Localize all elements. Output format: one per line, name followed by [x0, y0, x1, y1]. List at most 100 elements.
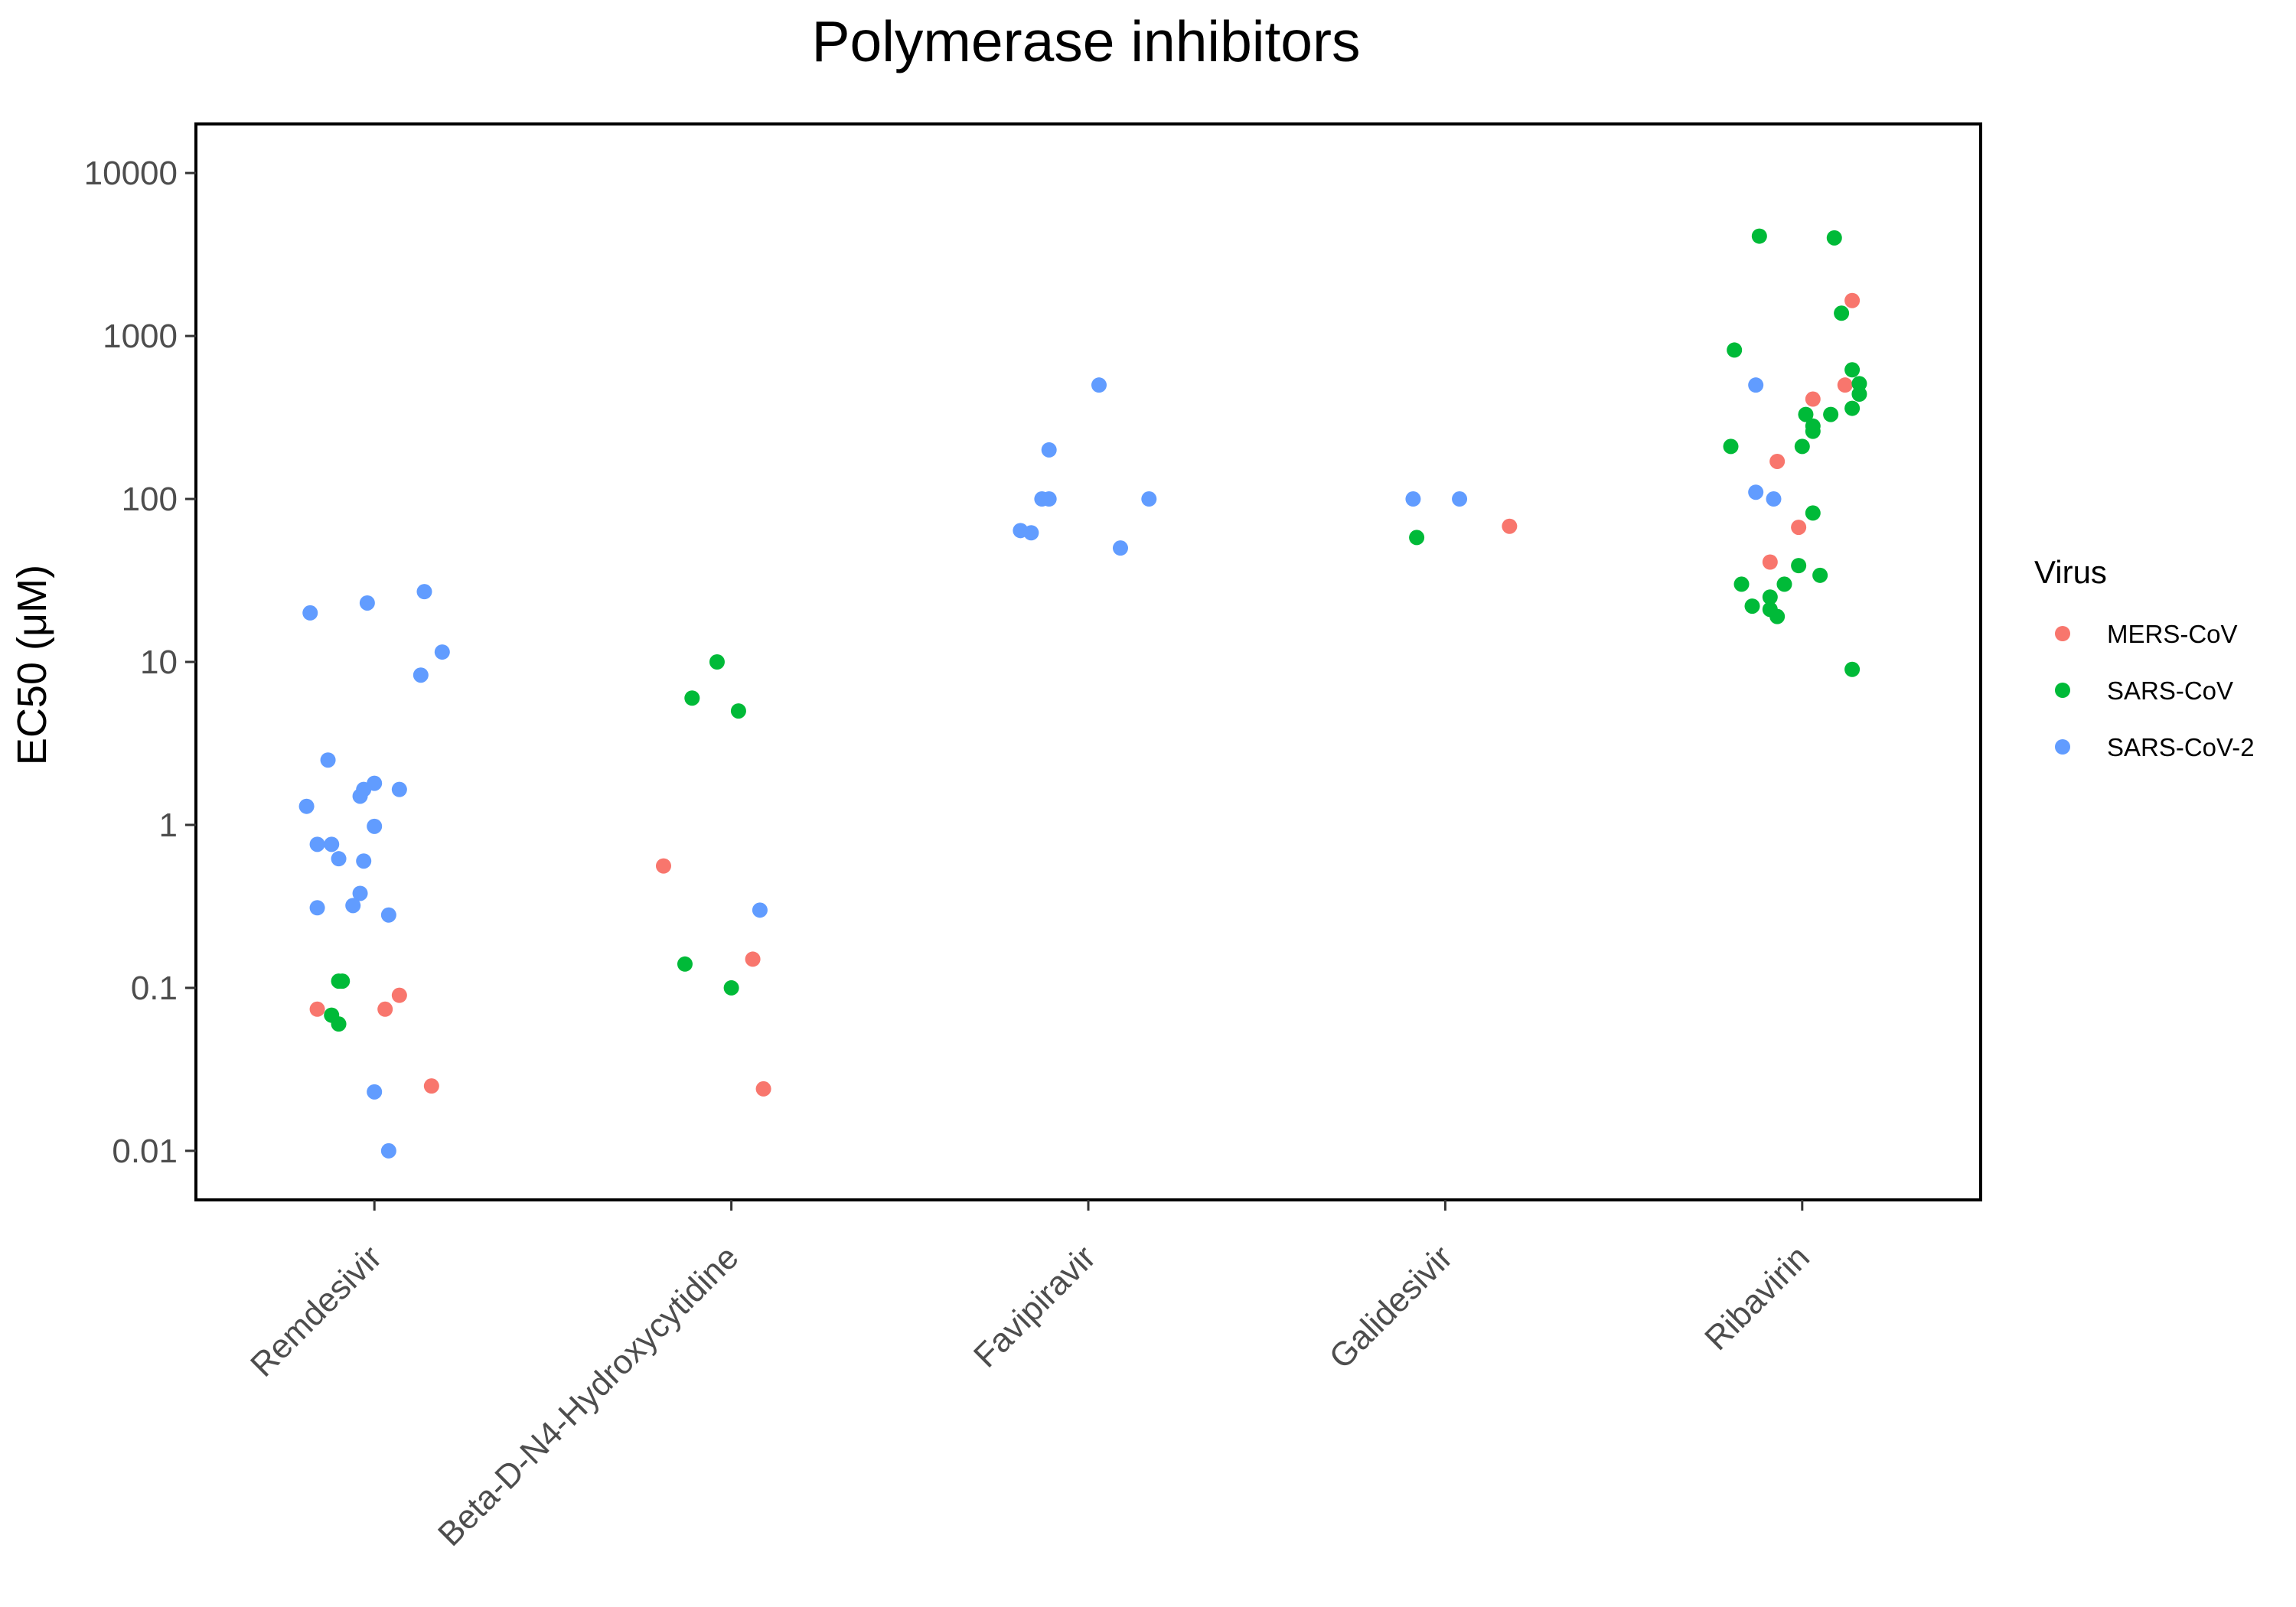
- legend-label: SARS-CoV-2: [2107, 733, 2255, 761]
- data-point: [1141, 491, 1157, 507]
- data-point: [352, 885, 368, 901]
- data-point: [677, 956, 693, 972]
- data-point: [1751, 228, 1767, 244]
- data-point: [309, 836, 325, 852]
- data-point: [655, 858, 671, 874]
- data-point: [1794, 438, 1810, 455]
- data-point: [380, 1143, 396, 1159]
- plot-panel: [194, 122, 1982, 1201]
- legend-label: SARS-CoV: [2107, 676, 2233, 705]
- data-point: [1776, 576, 1792, 592]
- x-tick-label: Ribavirin: [1698, 1238, 1817, 1358]
- data-point: [331, 1016, 347, 1032]
- data-point: [1844, 661, 1861, 677]
- data-point: [345, 898, 361, 914]
- data-point: [1766, 491, 1782, 507]
- data-point: [1812, 567, 1828, 583]
- data-point: [1791, 558, 1807, 574]
- data-point: [416, 584, 432, 600]
- data-point: [352, 788, 368, 804]
- data-point: [302, 605, 318, 621]
- data-point: [367, 818, 383, 834]
- y-tick-label: 1: [159, 807, 178, 844]
- data-point: [391, 781, 407, 797]
- data-point: [1502, 518, 1518, 534]
- y-tick-label: 1000: [103, 318, 178, 355]
- legend-key: [2055, 739, 2070, 755]
- data-point: [1023, 525, 1039, 541]
- data-point: [1851, 386, 1867, 403]
- data-point: [1112, 540, 1128, 556]
- data-point: [1805, 505, 1821, 521]
- data-point: [1452, 491, 1468, 507]
- data-point: [1791, 520, 1807, 536]
- x-axis: Remdesivir Beta-D-N4-Hydroxycytidine Favip…: [243, 1200, 1817, 1553]
- legend: Virus MERS-CoV SARS-CoV SARS-CoV-2: [2034, 554, 2255, 761]
- data-point: [1727, 342, 1743, 358]
- data-point: [1823, 406, 1839, 422]
- data-point: [730, 703, 746, 719]
- data-point: [1041, 491, 1057, 507]
- data-point: [356, 853, 372, 869]
- legend-label: MERS-CoV: [2107, 620, 2238, 648]
- y-axis-title: EC50 (μM): [9, 565, 55, 765]
- data-point: [1826, 230, 1842, 246]
- y-axis: 0.01 0.1 1 10 100 1000 10000: [84, 155, 196, 1170]
- data-point: [684, 690, 700, 706]
- data-point: [1723, 438, 1739, 455]
- data-point: [324, 836, 340, 852]
- data-point: [1748, 484, 1764, 500]
- data-point: [745, 951, 761, 967]
- y-tick-label: 0.1: [131, 970, 178, 1007]
- y-tick-label: 0.01: [112, 1133, 178, 1170]
- data-point: [367, 1084, 383, 1100]
- data-point: [1798, 406, 1814, 422]
- y-tick-label: 10: [140, 644, 178, 681]
- data-points: [298, 228, 1867, 1159]
- data-point: [1409, 530, 1425, 546]
- data-point: [1748, 377, 1764, 393]
- data-point: [380, 907, 396, 923]
- data-point: [309, 1001, 325, 1017]
- legend-title: Virus: [2034, 554, 2107, 590]
- data-point: [1405, 491, 1421, 507]
- data-point: [1091, 377, 1107, 393]
- data-point: [1762, 589, 1778, 605]
- data-point: [1805, 391, 1821, 407]
- data-point: [1837, 377, 1853, 393]
- data-point: [434, 644, 450, 660]
- data-point: [391, 987, 407, 1003]
- data-point: [1844, 362, 1861, 378]
- x-tick-label: Galidesivir: [1322, 1238, 1460, 1376]
- data-point: [709, 654, 725, 670]
- data-point: [413, 667, 429, 683]
- data-point: [723, 980, 739, 996]
- data-point: [298, 798, 315, 814]
- data-point: [1769, 608, 1786, 624]
- chart-title: Polymerase inhibitors: [812, 9, 1361, 73]
- y-tick-label: 100: [122, 481, 178, 518]
- x-tick-label: Favipiravir: [967, 1238, 1103, 1374]
- data-point: [423, 1078, 439, 1094]
- data-point: [1762, 554, 1778, 570]
- data-point: [359, 595, 375, 611]
- data-point: [755, 1081, 771, 1097]
- y-tick-label: 10000: [84, 155, 178, 192]
- data-point: [1041, 442, 1057, 458]
- data-point: [752, 902, 768, 918]
- data-point: [334, 973, 351, 989]
- data-point: [309, 900, 325, 916]
- data-point: [320, 752, 336, 768]
- data-point: [1844, 400, 1861, 416]
- x-tick-label: Beta-D-N4-Hydroxycytidine: [431, 1238, 746, 1553]
- data-point: [1744, 598, 1760, 614]
- data-point: [1805, 423, 1821, 439]
- legend-key: [2055, 683, 2070, 698]
- legend-key: [2055, 626, 2070, 641]
- data-point: [1733, 576, 1750, 592]
- x-tick-label: Remdesivir: [243, 1238, 389, 1384]
- data-point: [1844, 292, 1861, 308]
- data-point: [1834, 305, 1850, 321]
- data-point: [331, 851, 347, 867]
